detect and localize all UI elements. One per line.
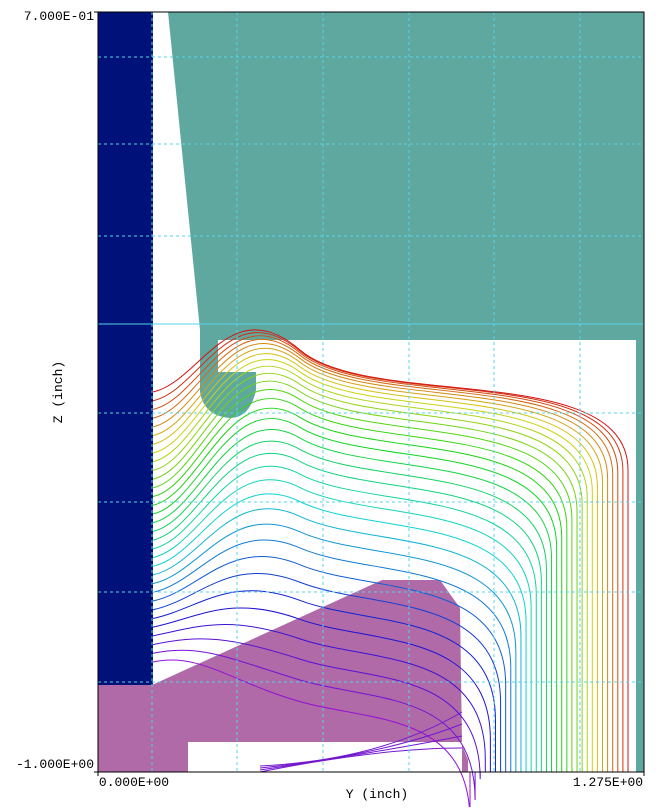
x-tick-label: 1.275E+00 xyxy=(573,775,643,790)
electrode-left xyxy=(98,12,153,685)
x-tick-label: 0.000E+00 xyxy=(99,775,169,790)
chart: Y (inch) Z (inch) 0.000E+00 1.275E+00 7.00… xyxy=(0,0,666,807)
y-tick-label: 7.000E-01 xyxy=(24,9,94,24)
y-axis-label: Z (inch) xyxy=(51,361,66,423)
y-tick-label: -1.000E+00 xyxy=(16,757,94,772)
x-axis-label: Y (inch) xyxy=(346,787,408,802)
